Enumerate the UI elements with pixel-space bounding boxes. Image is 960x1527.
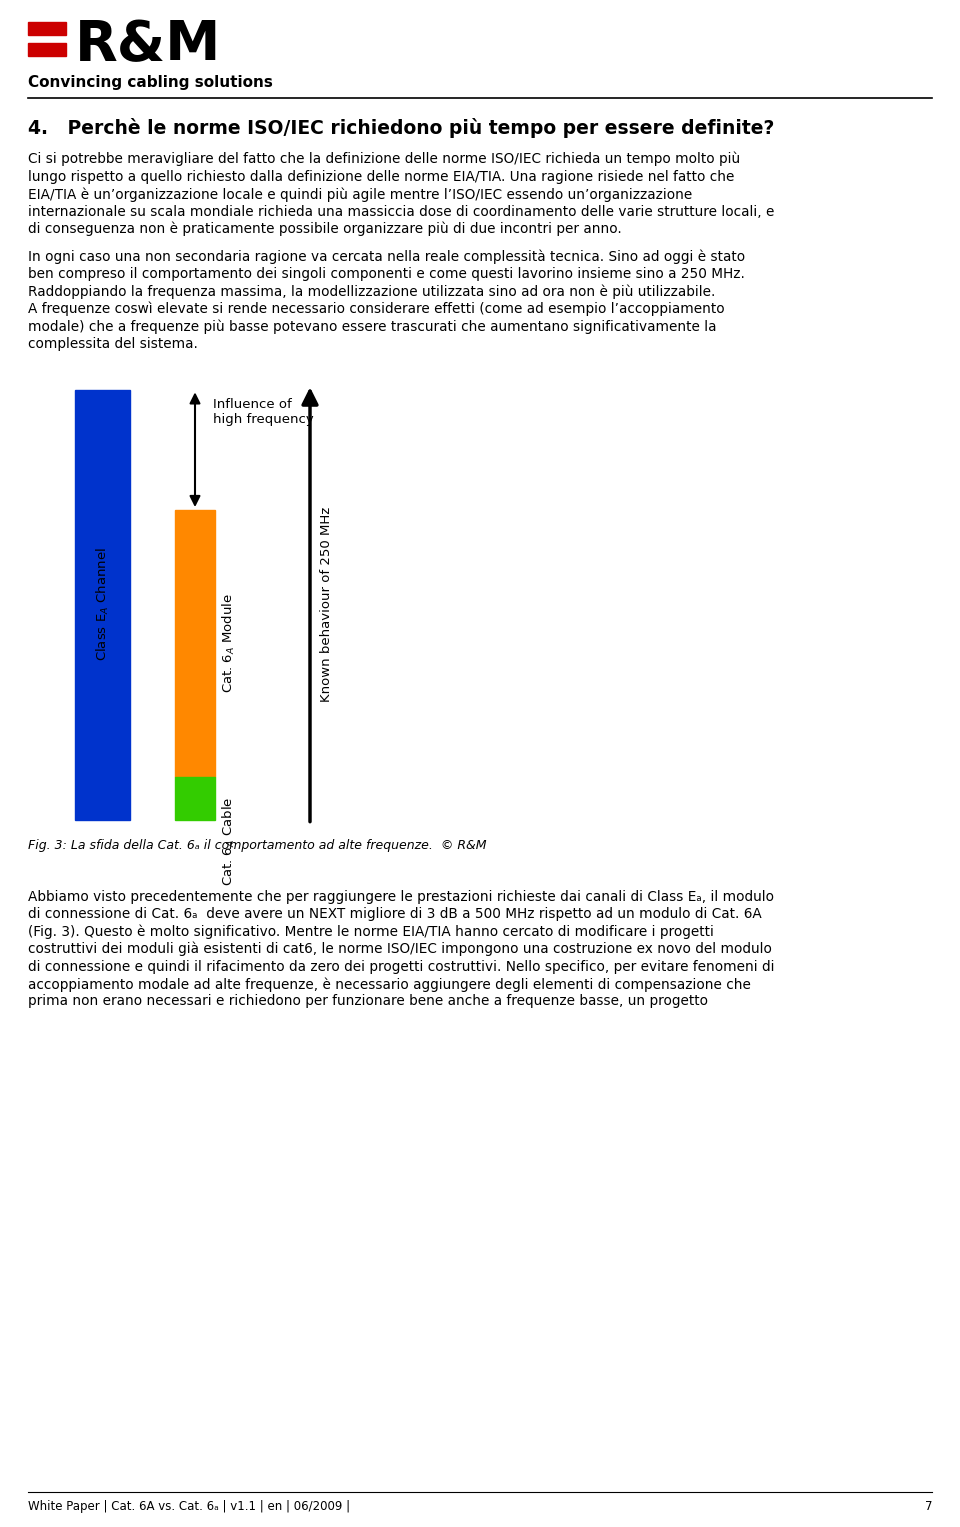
Text: Cat. 6$_A$ Module: Cat. 6$_A$ Module bbox=[221, 592, 237, 693]
Text: ben compreso il comportamento dei singoli componenti e come questi lavorino insi: ben compreso il comportamento dei singol… bbox=[28, 267, 745, 281]
Text: Cat. 6$_A$ Cable: Cat. 6$_A$ Cable bbox=[221, 796, 237, 886]
Text: accoppiamento modale ad alte frequenze, è necessario aggiungere degli elementi d: accoppiamento modale ad alte frequenze, … bbox=[28, 977, 751, 991]
Text: costruttivi dei moduli già esistenti di cat6, le norme ISO/IEC impongono una cos: costruttivi dei moduli già esistenti di … bbox=[28, 942, 772, 956]
Bar bbox=[75, 389, 130, 820]
Text: In ogni caso una non secondaria ragione va cercata nella reale complessità tecni: In ogni caso una non secondaria ragione … bbox=[28, 249, 745, 264]
Text: White Paper | Cat. 6A vs. Cat. 6ₐ | v1.1 | en | 06/2009 |: White Paper | Cat. 6A vs. Cat. 6ₐ | v1.1… bbox=[28, 1500, 350, 1513]
Text: R&M: R&M bbox=[75, 18, 222, 72]
Text: Abbiamo visto precedentemente che per raggiungere le prestazioni richieste dai c: Abbiamo visto precedentemente che per ra… bbox=[28, 890, 774, 904]
Text: Convincing cabling solutions: Convincing cabling solutions bbox=[28, 75, 273, 90]
Text: di connessione di Cat. 6ₐ  deve avere un NEXT migliore di 3 dB a 500 MHz rispett: di connessione di Cat. 6ₐ deve avere un … bbox=[28, 907, 761, 921]
Text: 7: 7 bbox=[924, 1500, 932, 1513]
Bar bbox=[28, 43, 66, 56]
Text: 4.   Perchè le norme ISO/IEC richiedono più tempo per essere definite?: 4. Perchè le norme ISO/IEC richiedono pi… bbox=[28, 118, 775, 137]
Text: lungo rispetto a quello richiesto dalla definizione delle norme EIA/TIA. Una rag: lungo rispetto a quello richiesto dalla … bbox=[28, 169, 734, 183]
Text: prima non erano necessari e richiedono per funzionare bene anche a frequenze bas: prima non erano necessari e richiedono p… bbox=[28, 994, 708, 1008]
Text: di connessione e quindi il rifacimento da zero dei progetti costruttivi. Nello s: di connessione e quindi il rifacimento d… bbox=[28, 959, 775, 974]
Text: Raddoppiando la frequenza massima, la modellizzazione utilizzata sino ad ora non: Raddoppiando la frequenza massima, la mo… bbox=[28, 284, 715, 299]
Text: di conseguenza non è praticamente possibile organizzare più di due incontri per : di conseguenza non è praticamente possib… bbox=[28, 221, 622, 237]
Text: Known behaviour of 250 MHz: Known behaviour of 250 MHz bbox=[320, 507, 332, 702]
Text: (Fig. 3). Questo è molto significativo. Mentre le norme EIA/TIA hanno cercato di: (Fig. 3). Questo è molto significativo. … bbox=[28, 924, 714, 939]
Bar bbox=[175, 777, 215, 820]
Text: complessita del sistema.: complessita del sistema. bbox=[28, 337, 198, 351]
Bar bbox=[175, 510, 215, 777]
Text: Class E$_A$ Channel: Class E$_A$ Channel bbox=[94, 548, 110, 661]
Text: Ci si potrebbe meravigliare del fatto che la definizione delle norme ISO/IEC ric: Ci si potrebbe meravigliare del fatto ch… bbox=[28, 153, 740, 166]
Text: Fig. 3: La sfida della Cat. 6ₐ il comportamento ad alte frequenze.  © R&M: Fig. 3: La sfida della Cat. 6ₐ il compor… bbox=[28, 840, 487, 852]
Text: internazionale su scala mondiale richieda una massiccia dose di coordinamento de: internazionale su scala mondiale richied… bbox=[28, 205, 775, 218]
Bar bbox=[28, 21, 66, 35]
Text: Influence of
high frequency: Influence of high frequency bbox=[213, 397, 314, 426]
Text: A frequenze coswì elevate si rende necessario considerare effetti (come ad esemp: A frequenze coswì elevate si rende neces… bbox=[28, 302, 725, 316]
Text: EIA/TIA è un’organizzazione locale e quindi più agile mentre l’ISO/IEC essendo u: EIA/TIA è un’organizzazione locale e qui… bbox=[28, 186, 692, 202]
Text: modale) che a frequenze più basse potevano essere trascurati che aumentano signi: modale) che a frequenze più basse poteva… bbox=[28, 319, 716, 334]
